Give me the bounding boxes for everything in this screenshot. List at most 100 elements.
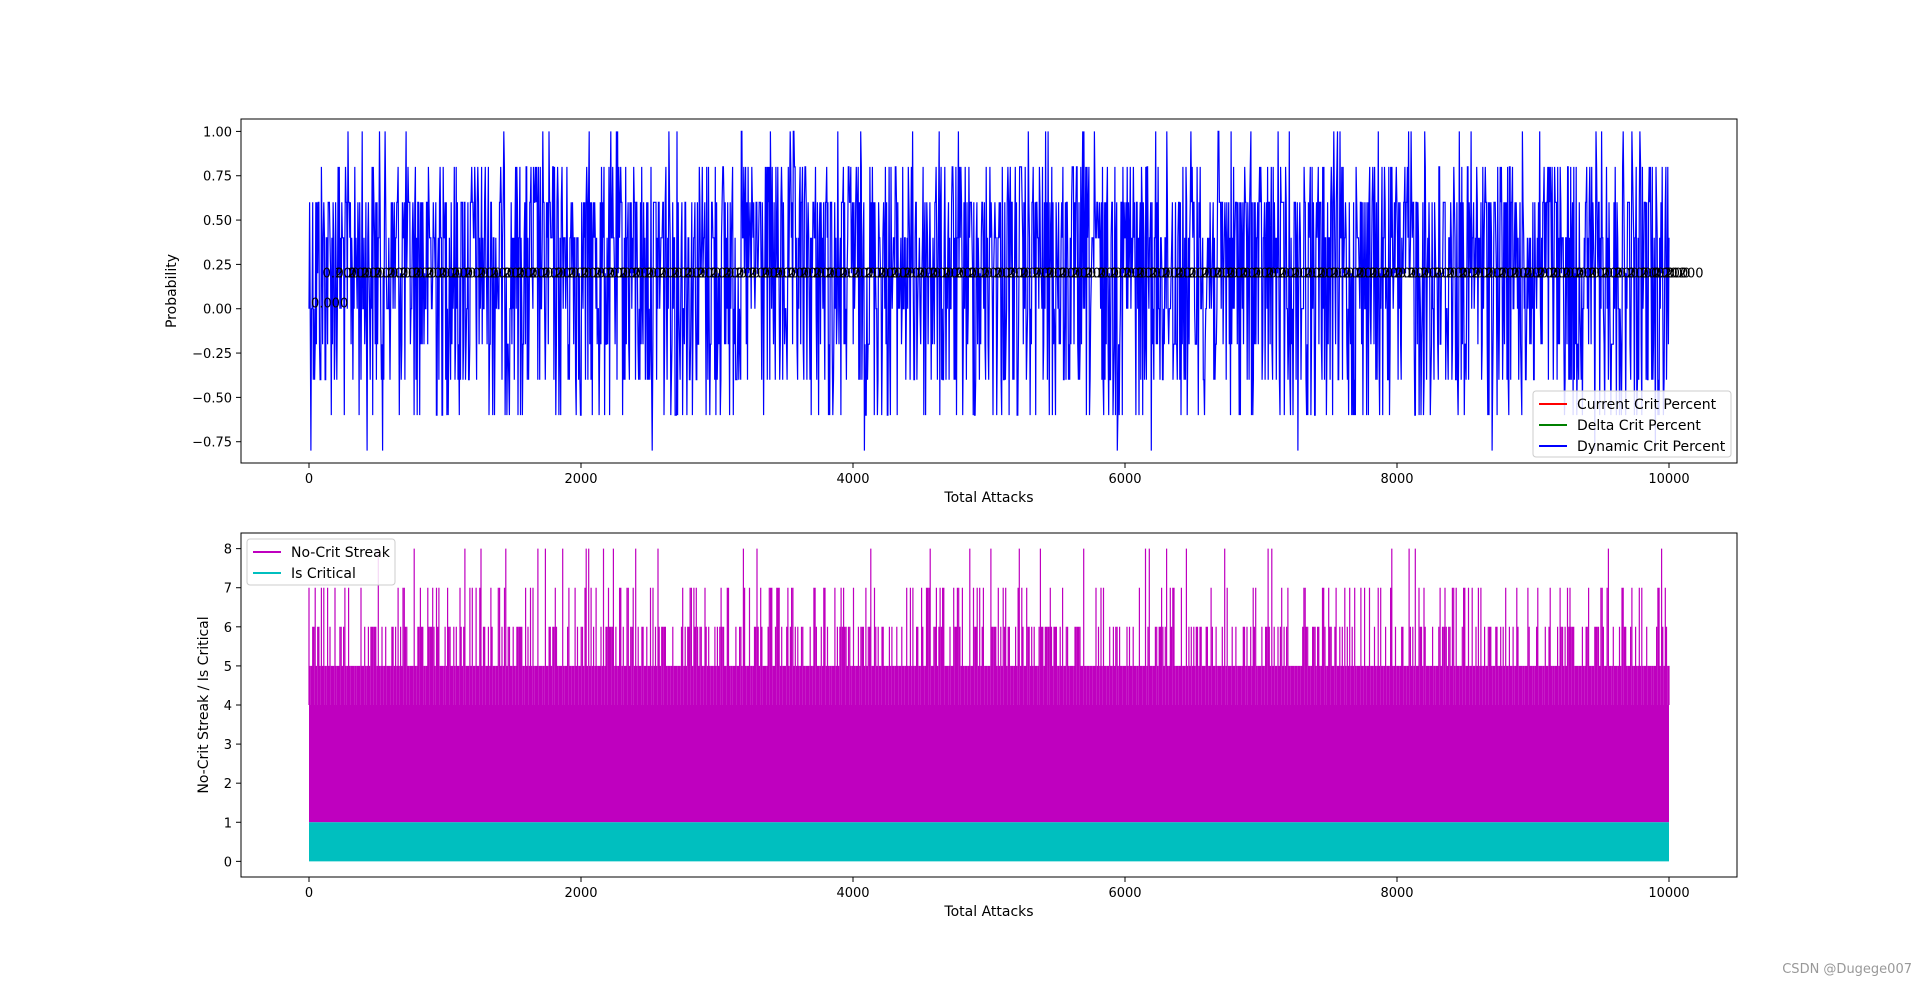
watermark: CSDN @Dugege007 xyxy=(1782,962,1912,977)
data-label: 0.200 xyxy=(1395,266,1432,281)
y-tick-label: −0.50 xyxy=(192,391,232,406)
chart-bottom: 0 2000 4000 6000 8000 10000 0 1 2 3 4 5 6 7 8 Total Att… xyxy=(196,532,1738,920)
data-label: 0.200 xyxy=(1666,266,1703,281)
data-label: 0.200 xyxy=(904,266,941,281)
data-label: 0.200 xyxy=(1472,266,1509,281)
data-label: 0.200 xyxy=(568,266,605,281)
data-label: 0.200 xyxy=(1434,266,1471,281)
data-label: 0.200 xyxy=(555,266,592,281)
y-tick-label: 5 xyxy=(224,660,232,675)
data-label: 0.200 xyxy=(723,266,760,281)
data-label: 0.200 xyxy=(814,266,851,281)
x-tick-label: 4000 xyxy=(836,472,869,487)
data-label: 0.200 xyxy=(1369,266,1406,281)
data-label: 0.200 xyxy=(620,266,657,281)
data-label: 0.200 xyxy=(1576,266,1613,281)
data-label: 0.200 xyxy=(1421,266,1458,281)
data-label: 0.200 xyxy=(1460,266,1497,281)
data-label: 0.200 xyxy=(1072,266,1109,281)
data-label: 0.200 xyxy=(1188,266,1225,281)
y-tick-label: 7 xyxy=(224,582,232,597)
y-tick-label: 1.00 xyxy=(203,125,232,140)
y-tick-label: 0.50 xyxy=(203,214,232,229)
x-tick-label: 6000 xyxy=(1108,886,1141,901)
data-label: 0.200 xyxy=(930,266,967,281)
legend: Current Crit Percent Delta Crit Percent Dy… xyxy=(1532,390,1732,458)
plot-frame xyxy=(240,532,1738,878)
data-label: 0.200 xyxy=(1524,266,1561,281)
data-label: 0.200 xyxy=(1279,266,1316,281)
series-no-crit-streak-spikes xyxy=(308,548,1670,705)
data-label: 0.200 xyxy=(865,266,902,281)
data-label: 0.200 xyxy=(1343,266,1380,281)
data-label: 0.200 xyxy=(1305,266,1342,281)
data-label: 0.200 xyxy=(1317,266,1354,281)
x-tick-label: 4000 xyxy=(836,886,869,901)
data-label: 0.200 xyxy=(736,266,773,281)
data-label: 0.200 xyxy=(1033,266,1070,281)
data-label: 0.200 xyxy=(1550,266,1587,281)
legend-entry: Current Crit Percent xyxy=(1577,397,1717,413)
y-axis-label: No-Crit Streak / Is Critical xyxy=(196,616,212,793)
legend: No-Crit Streak Is Critical xyxy=(246,538,396,586)
data-label: 0.200 xyxy=(1007,266,1044,281)
y-tick-label: 2 xyxy=(224,777,232,792)
x-tick-label: 10000 xyxy=(1648,472,1689,487)
data-label: 0.200 xyxy=(1098,266,1135,281)
data-label: 0.200 xyxy=(452,266,489,281)
x-tick-label: 8000 xyxy=(1380,472,1413,487)
data-label: 0.200 xyxy=(839,266,876,281)
legend-entry: Delta Crit Percent xyxy=(1577,418,1701,434)
data-label: 0.200 xyxy=(439,266,476,281)
data-label: 0.200 xyxy=(969,266,1006,281)
data-label: 0.200 xyxy=(336,266,373,281)
data-label: 0.200 xyxy=(749,266,786,281)
data-label: 0.200 xyxy=(1266,266,1303,281)
data-label: 0.200 xyxy=(684,266,721,281)
data-label: 0.200 xyxy=(581,266,618,281)
data-label: 0.200 xyxy=(1149,266,1186,281)
data-label: 0.200 xyxy=(710,266,747,281)
data-label: 0.200 xyxy=(697,266,734,281)
data-label: 0.200 xyxy=(1640,266,1677,281)
data-label: 0.200 xyxy=(646,266,683,281)
data-label: 0.200 xyxy=(1537,266,1574,281)
data-label: 0.200 xyxy=(1628,266,1665,281)
y-tick-label: 0 xyxy=(224,855,232,870)
data-label: 0.200 xyxy=(1085,266,1122,281)
data-label: 0.200 xyxy=(361,266,398,281)
data-label: 0.200 xyxy=(1059,266,1096,281)
data-label: 0.200 xyxy=(400,266,437,281)
y-tick-label: 6 xyxy=(224,621,232,636)
data-label: 0.200 xyxy=(1356,266,1393,281)
data-label: 0.200 xyxy=(1447,266,1484,281)
data-label: 0.200 xyxy=(891,266,928,281)
data-label: 0.200 xyxy=(671,266,708,281)
data-label: 0.200 xyxy=(1292,266,1329,281)
data-label: 0.200 xyxy=(1175,266,1212,281)
data-label: 0.200 xyxy=(762,266,799,281)
legend-box xyxy=(246,538,396,586)
y-tick-label: 8 xyxy=(224,543,232,558)
data-label: 0.200 xyxy=(1615,266,1652,281)
data-label: 0.200 xyxy=(1602,266,1639,281)
data-label: 0.200 xyxy=(801,266,838,281)
data-label: 0.200 xyxy=(413,266,450,281)
legend-box xyxy=(1532,390,1732,458)
series-no-crit-streak-fill xyxy=(309,705,1669,823)
data-label: 0.200 xyxy=(348,266,385,281)
data-label: 0.200 xyxy=(1485,266,1522,281)
data-label: 0.200 xyxy=(1653,266,1690,281)
data-label: 0.200 xyxy=(594,266,631,281)
y-tick-label: 1 xyxy=(224,816,232,831)
data-label: 0.200 xyxy=(516,266,553,281)
data-label: 0.200 xyxy=(1201,266,1238,281)
data-label: 0.200 xyxy=(943,266,980,281)
data-label: 0.200 xyxy=(374,266,411,281)
plot-frame xyxy=(240,118,1738,464)
data-label: 0.200 xyxy=(1253,266,1290,281)
y-axis-label: Probability xyxy=(164,254,180,328)
chart-top: 0 2000 4000 6000 8000 10000 −0.75 −0.50 −0.25 0.0… xyxy=(164,118,1738,506)
data-label: 0.200 xyxy=(1589,266,1626,281)
data-label: 0.200 xyxy=(788,266,825,281)
